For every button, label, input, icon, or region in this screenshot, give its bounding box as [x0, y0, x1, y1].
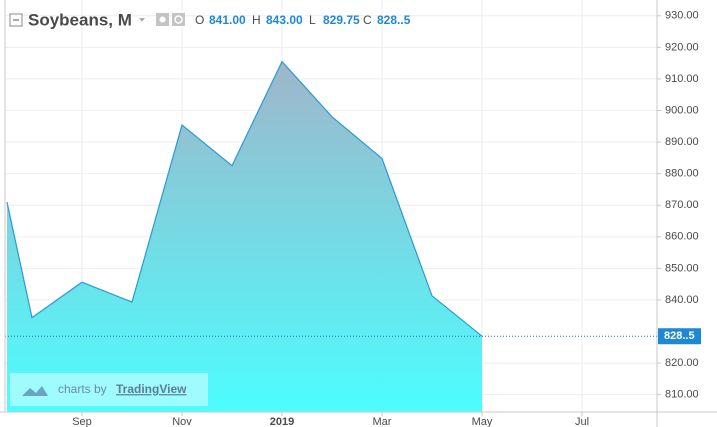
last-price-label: 828..5	[664, 330, 695, 342]
ohlc-value: 828..5	[377, 13, 411, 27]
area-line	[6, 60, 483, 337]
x-tick-label: 2019	[270, 416, 294, 427]
ohlc-value: 841.00	[209, 13, 246, 27]
watermark-logo	[22, 386, 48, 396]
ohlc-value: 829.75	[323, 13, 360, 27]
y-tick-label: 930.00	[665, 10, 699, 22]
y-tick-label: 840.00	[665, 294, 699, 306]
area-fill	[7, 61, 482, 412]
ohlc-value: 843.00	[266, 13, 303, 27]
x-tick-label: Sep	[72, 416, 92, 427]
ohlc-name: L	[309, 13, 316, 27]
x-tick-label: Jul	[575, 416, 589, 427]
y-tick-label: 890.00	[665, 136, 699, 148]
watermark-link[interactable]: TradingView	[116, 382, 187, 396]
y-tick-label: 820.00	[665, 357, 699, 369]
y-tick-label: 810.00	[665, 389, 699, 401]
y-tick-label: 850.00	[665, 262, 699, 274]
eye-icon-inner	[159, 16, 166, 23]
x-tick-label: Mar	[373, 416, 392, 427]
ohlc-name: H	[252, 13, 261, 27]
chart-title: Soybeans, M	[28, 10, 132, 29]
x-tick-label: May	[472, 416, 493, 427]
settings-icon[interactable]	[172, 13, 185, 26]
x-tick-label: Nov	[172, 416, 192, 427]
last-price-box	[658, 328, 701, 345]
y-tick-label: 910.00	[665, 73, 699, 85]
ohlc-name: O	[195, 13, 204, 27]
y-tick-label: 900.00	[665, 104, 699, 116]
dropdown-arrow[interactable]	[139, 18, 145, 22]
y-tick-label: 880.00	[665, 168, 699, 180]
ohlc-name: C	[363, 13, 372, 27]
y-tick-label: 870.00	[665, 199, 699, 211]
y-tick-label: 920.00	[665, 41, 699, 53]
y-tick-label: 860.00	[665, 231, 699, 243]
settings-icon-inner	[174, 15, 183, 24]
watermark-text: charts by	[58, 382, 107, 396]
